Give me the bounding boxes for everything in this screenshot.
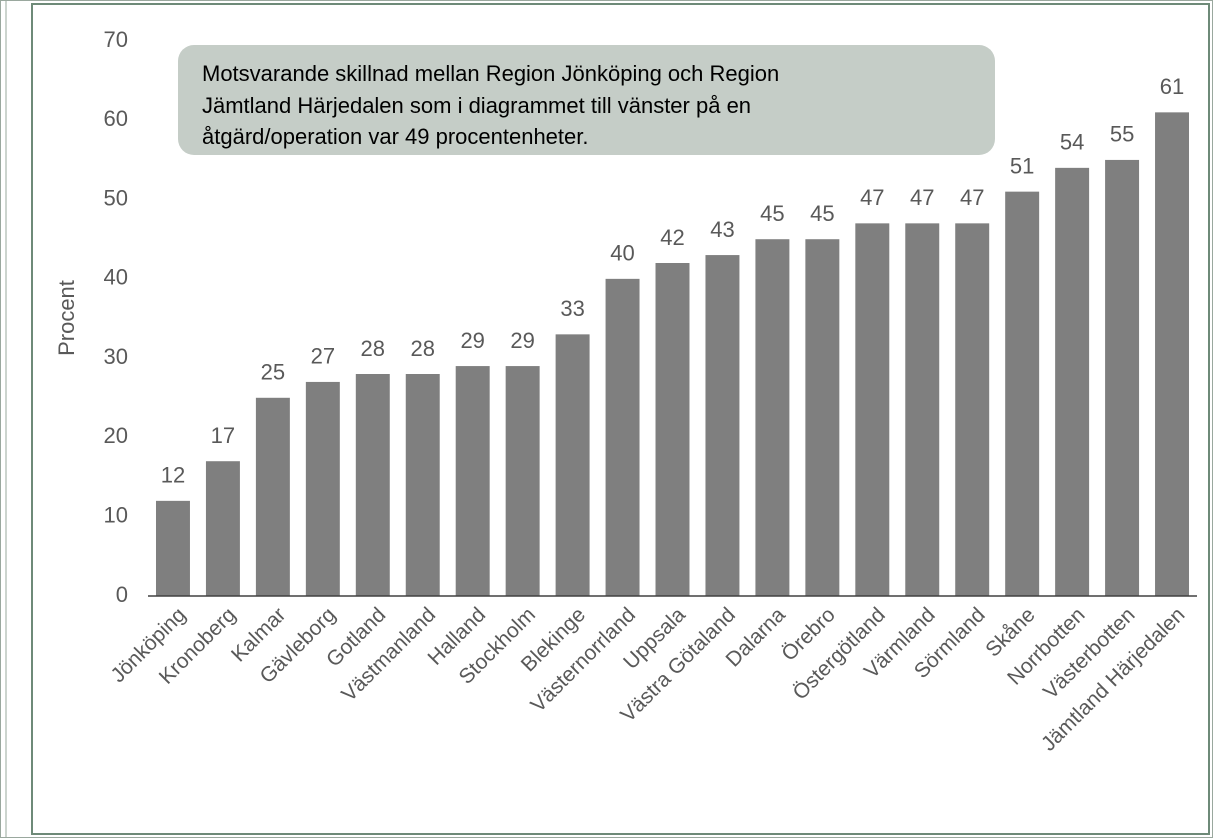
bar	[505, 366, 540, 596]
value-label: 33	[560, 296, 584, 321]
annotation-line: Jämtland Härjedalen som i diagrammet til…	[202, 93, 751, 118]
bar	[305, 381, 340, 596]
value-label: 61	[1160, 74, 1184, 99]
value-label: 47	[860, 185, 884, 210]
value-label: 12	[161, 463, 185, 488]
bar	[205, 461, 240, 596]
value-label: 17	[211, 423, 235, 448]
value-label: 25	[261, 360, 285, 385]
value-label: 45	[810, 201, 834, 226]
bar	[355, 374, 390, 596]
bar	[1155, 112, 1190, 596]
y-tick-label: 40	[104, 265, 128, 290]
bar	[155, 500, 190, 596]
value-label: 28	[410, 336, 434, 361]
y-tick-label: 50	[104, 185, 128, 210]
bar	[1105, 159, 1140, 596]
bar	[655, 263, 690, 596]
bar	[805, 239, 840, 596]
value-label: 47	[910, 185, 934, 210]
value-label: 55	[1110, 122, 1134, 147]
bar	[955, 223, 990, 596]
value-label: 29	[460, 328, 484, 353]
value-label: 51	[1010, 153, 1034, 178]
value-label: 47	[960, 185, 984, 210]
bar	[255, 397, 290, 596]
annotation-line: åtgärd/operation var 49 procentenheter.	[202, 124, 589, 149]
y-tick-label: 70	[104, 27, 128, 52]
bar	[405, 374, 440, 596]
y-tick-label: 10	[104, 503, 128, 528]
bar	[605, 278, 640, 596]
y-axis-label: Procent	[54, 280, 79, 356]
value-label: 45	[760, 201, 784, 226]
value-label: 43	[710, 217, 734, 242]
y-tick-label: 0	[116, 582, 128, 607]
bar	[855, 223, 890, 596]
bar	[1055, 167, 1090, 596]
value-label: 28	[361, 336, 385, 361]
bar	[555, 334, 590, 596]
annotation-box	[178, 45, 995, 155]
annotation-line: Motsvarande skillnad mellan Region Jönkö…	[202, 61, 779, 86]
bar	[705, 255, 740, 597]
bar	[1005, 191, 1040, 596]
value-label: 40	[610, 241, 634, 266]
value-label: 27	[311, 344, 335, 369]
bar	[755, 239, 790, 596]
y-tick-label: 20	[104, 423, 128, 448]
value-label: 42	[660, 225, 684, 250]
value-label: 29	[510, 328, 534, 353]
value-label: 54	[1060, 130, 1084, 155]
bar	[905, 223, 940, 596]
y-tick-label: 60	[104, 106, 128, 131]
bar	[455, 366, 490, 596]
y-tick-label: 30	[104, 344, 128, 369]
